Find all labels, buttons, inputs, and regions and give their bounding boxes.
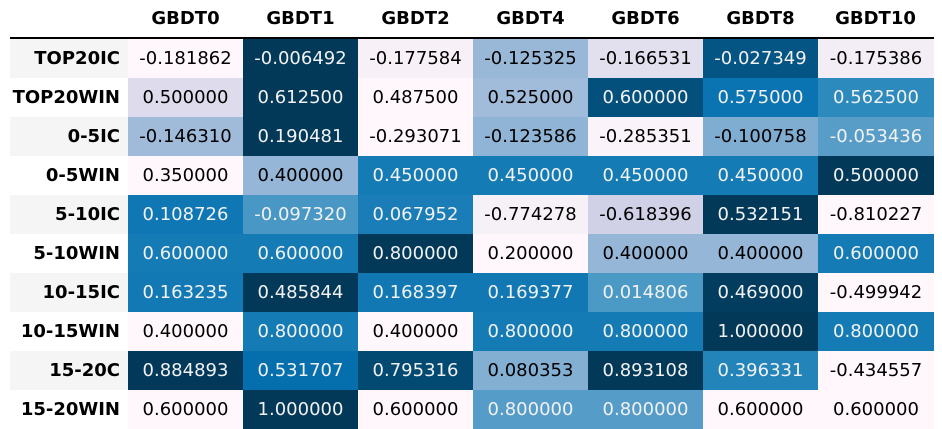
column-header-gbdt6: GBDT6 bbox=[611, 8, 680, 29]
heatmap-cell: -0.177584 bbox=[358, 39, 473, 78]
heatmap-cell: 0.800000 bbox=[818, 312, 934, 351]
heatmap-cell: -0.123586 bbox=[473, 117, 588, 156]
heatmap-cell: 0.400000 bbox=[588, 234, 703, 273]
heatmap-cell: 0.800000 bbox=[588, 312, 703, 351]
heatmap-cell: 0.500000 bbox=[818, 156, 934, 195]
heatmap-cell: -0.027349 bbox=[703, 39, 818, 78]
heatmap-cell: 1.000000 bbox=[243, 390, 358, 429]
heatmap-cell: 0.800000 bbox=[473, 390, 588, 429]
column-header-gbdt0: GBDT0 bbox=[151, 8, 220, 29]
row-label-background bbox=[10, 273, 128, 312]
heatmap-cell: 1.000000 bbox=[703, 312, 818, 351]
heatmap-cell: 0.800000 bbox=[588, 390, 703, 429]
row-header: 15-20C bbox=[49, 360, 120, 381]
row-header: 15-20WIN bbox=[20, 399, 120, 420]
heatmap-cell: 0.400000 bbox=[128, 312, 243, 351]
row-header: 0-5IC bbox=[67, 126, 120, 147]
heatmap-cell: 0.575000 bbox=[703, 78, 818, 117]
heatmap-cell: 0.795316 bbox=[358, 351, 473, 390]
heatmap-cell: 0.562500 bbox=[818, 78, 934, 117]
row-label-background bbox=[10, 39, 128, 78]
heatmap-cell: -0.166531 bbox=[588, 39, 703, 78]
heatmap-cell: 0.485844 bbox=[243, 273, 358, 312]
heatmap-cell: 0.531707 bbox=[243, 351, 358, 390]
heatmap-cell: -0.100758 bbox=[703, 117, 818, 156]
heatmap-cell: -0.175386 bbox=[818, 39, 934, 78]
heatmap-cell: 0.450000 bbox=[703, 156, 818, 195]
heatmap-cell: 0.400000 bbox=[243, 156, 358, 195]
heatmap-cell: 0.600000 bbox=[128, 390, 243, 429]
heatmap-cell: -0.181862 bbox=[128, 39, 243, 78]
column-header-gbdt4: GBDT4 bbox=[496, 8, 565, 29]
row-header: 0-5WIN bbox=[45, 165, 120, 186]
heatmap-cell: -0.125325 bbox=[473, 39, 588, 78]
heatmap-cell: 0.450000 bbox=[588, 156, 703, 195]
header-rule bbox=[10, 37, 934, 39]
heatmap-cell: 0.884893 bbox=[128, 351, 243, 390]
heatmap-cell: 0.400000 bbox=[358, 312, 473, 351]
heatmap-cell: 0.168397 bbox=[358, 273, 473, 312]
row-label-background bbox=[10, 195, 128, 234]
heatmap-cell: -0.434557 bbox=[818, 351, 934, 390]
heatmap-cell: 0.500000 bbox=[128, 78, 243, 117]
heatmap-cell: 0.800000 bbox=[473, 312, 588, 351]
heatmap-cell: 0.600000 bbox=[818, 234, 934, 273]
heatmap-cell: -0.618396 bbox=[588, 195, 703, 234]
heatmap-cell: 0.525000 bbox=[473, 78, 588, 117]
heatmap-cell: 0.014806 bbox=[588, 273, 703, 312]
heatmap-cell: 0.600000 bbox=[128, 234, 243, 273]
heatmap-cell: -0.053436 bbox=[818, 117, 934, 156]
heatmap-cell: 0.532151 bbox=[703, 195, 818, 234]
row-label-background bbox=[10, 117, 128, 156]
row-header: 10-15WIN bbox=[20, 321, 120, 342]
column-header-gbdt2: GBDT2 bbox=[381, 8, 450, 29]
column-header-gbdt1: GBDT1 bbox=[266, 8, 335, 29]
heatmap-cell: 0.163235 bbox=[128, 273, 243, 312]
heatmap-cell: 0.600000 bbox=[703, 390, 818, 429]
heatmap-cell: -0.006492 bbox=[243, 39, 358, 78]
heatmap-cell: 0.600000 bbox=[818, 390, 934, 429]
row-header: 5-10IC bbox=[55, 204, 120, 225]
heatmap-cell: 0.350000 bbox=[128, 156, 243, 195]
heatmap-cell: 0.450000 bbox=[358, 156, 473, 195]
heatmap-cell: 0.600000 bbox=[243, 234, 358, 273]
heatmap-cell: 0.067952 bbox=[358, 195, 473, 234]
heatmap-cell: -0.293071 bbox=[358, 117, 473, 156]
heatmap-cell: 0.800000 bbox=[358, 234, 473, 273]
heatmap-cell: 0.108726 bbox=[128, 195, 243, 234]
column-header-gbdt10: GBDT10 bbox=[835, 8, 916, 29]
heatmap-cell: 0.450000 bbox=[473, 156, 588, 195]
row-label-background bbox=[10, 351, 128, 390]
heatmap-cell: 0.169377 bbox=[473, 273, 588, 312]
heatmap-cell: 0.396331 bbox=[703, 351, 818, 390]
heatmap-cell: 0.893108 bbox=[588, 351, 703, 390]
heatmap-cell: 0.469000 bbox=[703, 273, 818, 312]
heatmap-cell: -0.097320 bbox=[243, 195, 358, 234]
heatmap-cell: 0.080353 bbox=[473, 351, 588, 390]
heatmap-cell: -0.499942 bbox=[818, 273, 934, 312]
heatmap-cell: 0.800000 bbox=[243, 312, 358, 351]
heatmap-cell: 0.487500 bbox=[358, 78, 473, 117]
heatmap-cell: 0.190481 bbox=[243, 117, 358, 156]
heatmap-cell: 0.600000 bbox=[358, 390, 473, 429]
heatmap-cell: 0.400000 bbox=[703, 234, 818, 273]
row-header: 5-10WIN bbox=[33, 243, 120, 264]
heatmap-cell: -0.810227 bbox=[818, 195, 934, 234]
row-header: TOP20WIN bbox=[12, 87, 120, 108]
heatmap-cell: -0.774278 bbox=[473, 195, 588, 234]
heatmap-cell: 0.612500 bbox=[243, 78, 358, 117]
heatmap-cell: 0.200000 bbox=[473, 234, 588, 273]
heatmap-cell: -0.285351 bbox=[588, 117, 703, 156]
heatmap-cell: 0.600000 bbox=[588, 78, 703, 117]
heatmap-cell: -0.146310 bbox=[128, 117, 243, 156]
column-header-gbdt8: GBDT8 bbox=[726, 8, 795, 29]
row-header: 10-15IC bbox=[42, 282, 120, 303]
row-header: TOP20IC bbox=[34, 48, 120, 69]
